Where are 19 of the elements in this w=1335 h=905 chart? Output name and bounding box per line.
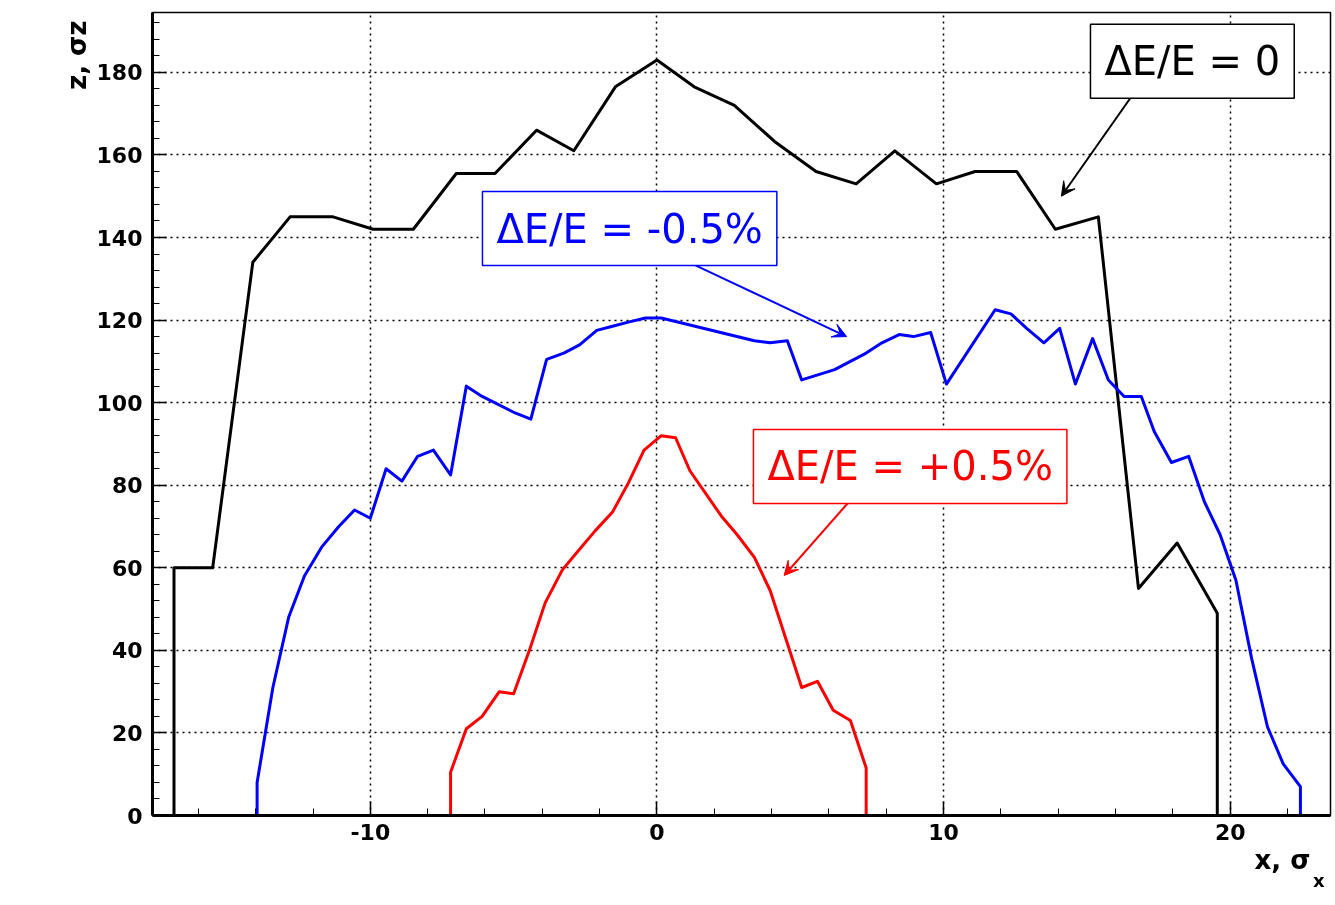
y-tick-label: 180	[96, 60, 143, 86]
y-axis-title: z, σz	[61, 20, 92, 90]
y-tick-label: 140	[96, 225, 143, 251]
y-tick-label: 0	[127, 803, 143, 829]
y-tick-label: 20	[111, 720, 143, 746]
y-tick-label: 100	[96, 390, 143, 416]
y-tick-label: 160	[96, 142, 143, 168]
y-tick-label: 40	[111, 638, 143, 664]
x-tick-label: 20	[1214, 819, 1246, 845]
annotation: ΔE/E = -0.5%	[496, 205, 763, 252]
annotation: ΔE/E = 0	[1104, 38, 1281, 85]
y-tick-label: 80	[111, 473, 143, 499]
x-tick-label: 10	[928, 819, 959, 845]
annotation: ΔE/E = +0.5%	[767, 443, 1053, 490]
x-tick-label: 0	[649, 819, 665, 845]
x-tick-label: -10	[350, 819, 391, 845]
y-tick-label: 60	[111, 555, 143, 581]
x-axis-title: x, σx	[1254, 844, 1325, 891]
y-tick-label: 120	[96, 308, 143, 334]
